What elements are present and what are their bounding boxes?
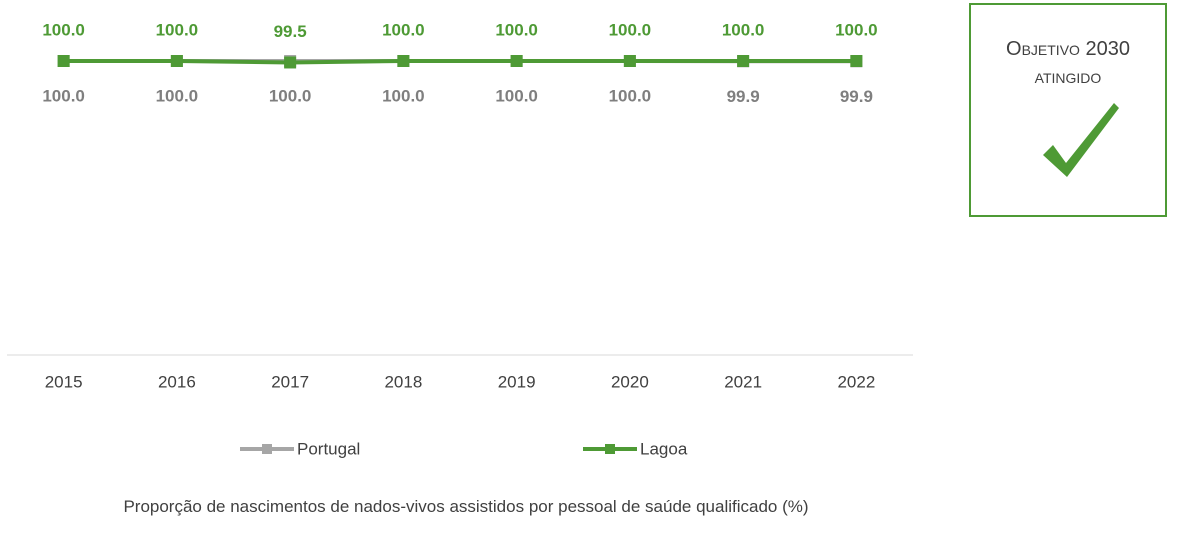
data-label: 100.0 [495,20,538,39]
x-tick-label: 2020 [611,372,649,391]
x-tick-label: 2015 [45,372,83,391]
data-label: 100.0 [382,86,425,105]
marker [850,55,863,67]
marker [284,56,297,69]
goal-text: Objetivo 2030 atingido [1006,38,1130,88]
x-tick-label: 2017 [271,372,309,391]
data-label: 99.5 [274,22,307,41]
goal-box: Objetivo 2030 atingido [969,3,1167,217]
x-tick-label: 2018 [384,372,422,391]
marker [57,55,70,67]
chart-title: Proporção de nascimentos de nados-vivos … [123,497,809,516]
x-tick-label: 2016 [158,372,196,391]
data-label: 100.0 [495,86,538,105]
x-tick-label: 2021 [724,372,762,391]
x-tick-label: 2022 [837,372,875,391]
series-line [63,59,857,65]
marker [510,55,523,67]
legend-label: Lagoa [640,439,688,458]
data-label: 100.0 [722,20,765,39]
data-label: 100.0 [42,86,85,105]
data-label: 100.0 [382,20,425,39]
marker [623,55,636,67]
data-label: 100.0 [269,86,312,105]
data-label: 100.0 [156,86,199,105]
data-label: 100.0 [835,20,878,39]
data-label: 100.0 [156,20,199,39]
data-label: 100.0 [609,20,652,39]
legend-label: Portugal [297,439,360,458]
checkmark-icon [1043,103,1119,177]
legend-marker [605,444,615,454]
marker [737,55,750,67]
data-label: 99.9 [840,87,873,106]
data-label: 100.0 [42,20,85,39]
x-tick-label: 2019 [498,372,536,391]
data-label: 100.0 [609,86,652,105]
data-label: 99.9 [727,87,760,106]
legend-marker [262,444,272,454]
marker [170,55,183,67]
marker [397,55,410,67]
